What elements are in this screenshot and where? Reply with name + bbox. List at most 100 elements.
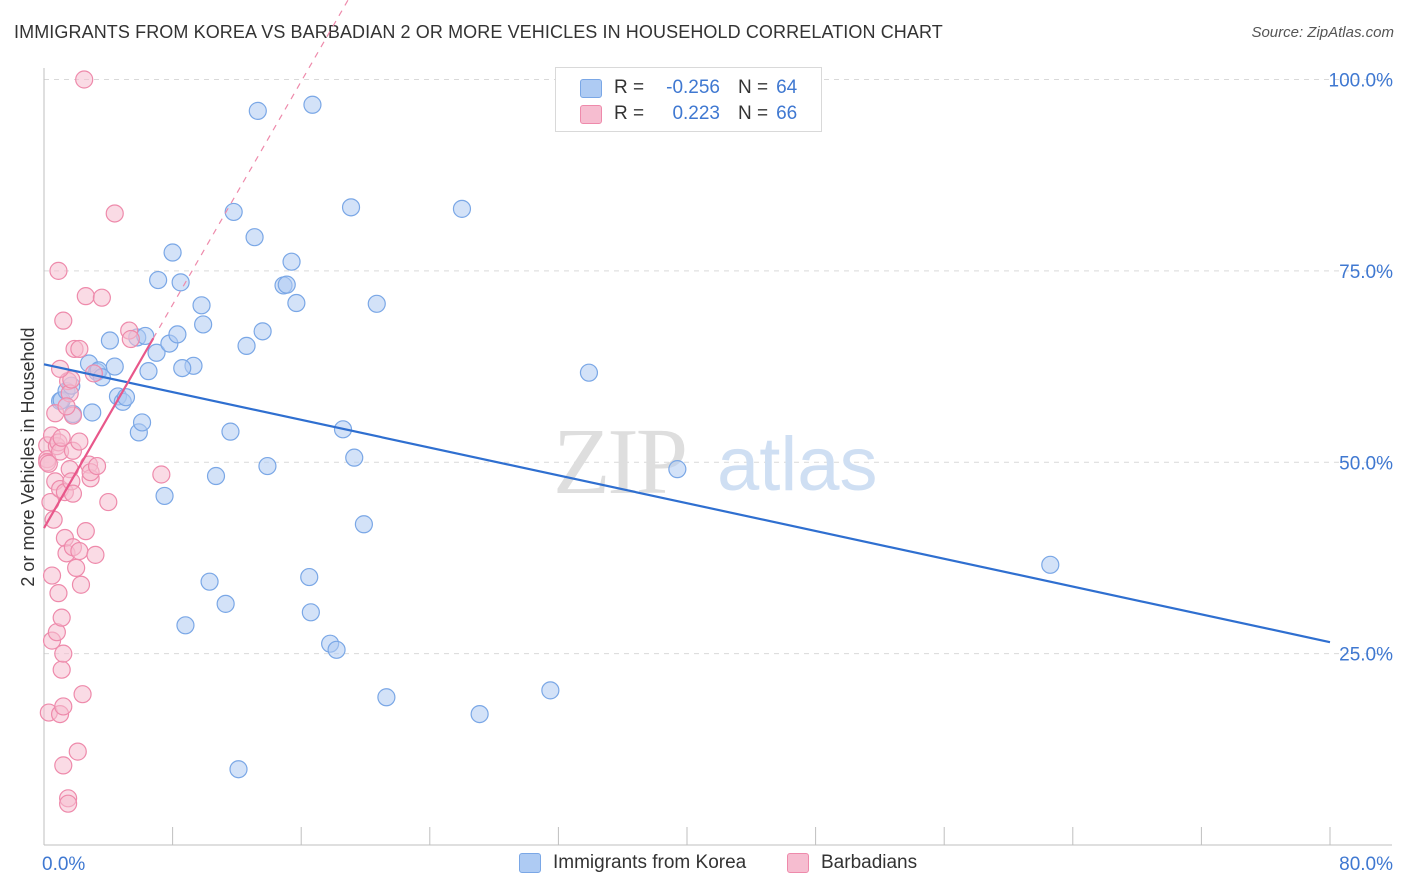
legend-label-korea: Immigrants from Korea (553, 852, 747, 873)
barbadians-point (92, 288, 111, 307)
barbadians-point (86, 545, 105, 564)
barbadians-point (52, 608, 71, 627)
barbadians-point (54, 311, 73, 330)
korea-point (248, 101, 267, 120)
n-label: N = (738, 77, 769, 98)
korea-point (541, 681, 560, 700)
trend-lines (43, 0, 1331, 644)
r-value: 0.223 (672, 103, 720, 124)
n-value: 64 (776, 77, 798, 98)
korea-point (216, 594, 235, 613)
r-label: R = (614, 77, 645, 98)
barbadians-point (87, 456, 107, 476)
barbadians-point (71, 575, 91, 594)
korea-point (155, 486, 174, 506)
korea-point (245, 228, 264, 247)
korea-point (300, 567, 319, 587)
barbadians-point (76, 287, 95, 306)
korea-point (345, 448, 364, 467)
barbadians-point (152, 465, 171, 484)
korea-point (327, 640, 346, 659)
korea-point (200, 572, 219, 591)
korea-point (221, 422, 240, 441)
barbadians-point (52, 428, 71, 447)
korea-trend-line (43, 363, 1331, 644)
korea-point (301, 603, 320, 622)
watermark-zip: ZIP (553, 410, 685, 514)
korea-point (194, 315, 213, 334)
korea-point (100, 331, 120, 350)
korea-point (277, 275, 296, 294)
zipatlas-watermark: ZIP atlas (553, 410, 878, 514)
korea-point (237, 336, 256, 355)
watermark-atlas: atlas (717, 422, 878, 507)
korea-point (176, 616, 195, 635)
korea-point (287, 293, 306, 313)
barbadians-point (67, 558, 86, 577)
barbadians-point (73, 685, 92, 704)
korea-point (452, 199, 472, 218)
series-barbadians-points (38, 70, 171, 813)
korea-point (229, 760, 248, 779)
korea-point (163, 243, 182, 262)
x-tick-label: 80.0% (1339, 854, 1393, 875)
barbadians-trend-extension (152, 0, 349, 339)
grid-lines (44, 79, 1392, 655)
korea-point (668, 460, 687, 479)
korea-swatch (519, 853, 541, 873)
series-legend: Immigrants from Korea Barbadians (0, 852, 1406, 878)
barbadians-point (49, 261, 68, 280)
barbadians-point (54, 697, 73, 716)
korea-point (253, 322, 272, 341)
axis-labels: 25.0% 50.0% 75.0% 100.0% 0.0% 80.0% 2 or more … (18, 71, 1393, 876)
barbadians-point (76, 522, 95, 541)
korea-point (192, 296, 211, 315)
barbadians-point (49, 584, 68, 603)
y-tick-label: 25.0% (1339, 645, 1393, 666)
barbadians-swatch (580, 104, 602, 124)
legend-label-barbadians: Barbadians (821, 852, 918, 873)
korea-point (171, 273, 190, 292)
korea-point (341, 198, 361, 217)
korea-point (470, 704, 489, 724)
korea-point (168, 325, 187, 344)
korea-point (1041, 555, 1060, 574)
r-value: -0.256 (666, 77, 720, 98)
barbadians-point (52, 660, 71, 679)
korea-point (258, 456, 277, 476)
barbadians-point (70, 432, 89, 451)
barbadians-swatch (787, 853, 809, 873)
barbadians-trend-line (43, 337, 155, 529)
barbadians-point (121, 329, 140, 349)
korea-point (173, 358, 192, 378)
korea-point (224, 202, 243, 222)
korea-point (367, 294, 386, 313)
barbadians-point (70, 541, 89, 561)
chart-source: Source: ZipAtlas.com (1251, 24, 1394, 41)
barbadians-point (68, 742, 87, 761)
y-tick-label: 100.0% (1329, 71, 1394, 92)
korea-point (377, 688, 396, 707)
korea-point (206, 466, 226, 486)
r-label: R = (614, 103, 645, 124)
legend-item-barbadians[interactable]: Barbadians (787, 852, 917, 874)
barbadians-point (42, 566, 62, 585)
barbadians-point (75, 70, 94, 89)
korea-swatch (580, 78, 602, 98)
y-tick-label: 50.0% (1339, 453, 1393, 474)
y-tick-label: 75.0% (1339, 262, 1393, 283)
barbadians-point (59, 794, 78, 813)
korea-point (579, 363, 599, 382)
y-axis-label: 2 or more Vehicles in Household (18, 327, 38, 586)
korea-point (139, 362, 158, 381)
barbadians-point (39, 454, 58, 473)
korea-point (132, 413, 152, 432)
legend-item-korea[interactable]: Immigrants from Korea (519, 852, 746, 874)
chart-title: IMMIGRANTS FROM KOREA VS BARBADIAN 2 OR … (14, 22, 943, 42)
n-value: 66 (776, 103, 798, 124)
barbadians-point (105, 204, 124, 223)
korea-point (354, 515, 373, 534)
barbadians-point (54, 644, 73, 663)
korea-point (303, 95, 322, 114)
